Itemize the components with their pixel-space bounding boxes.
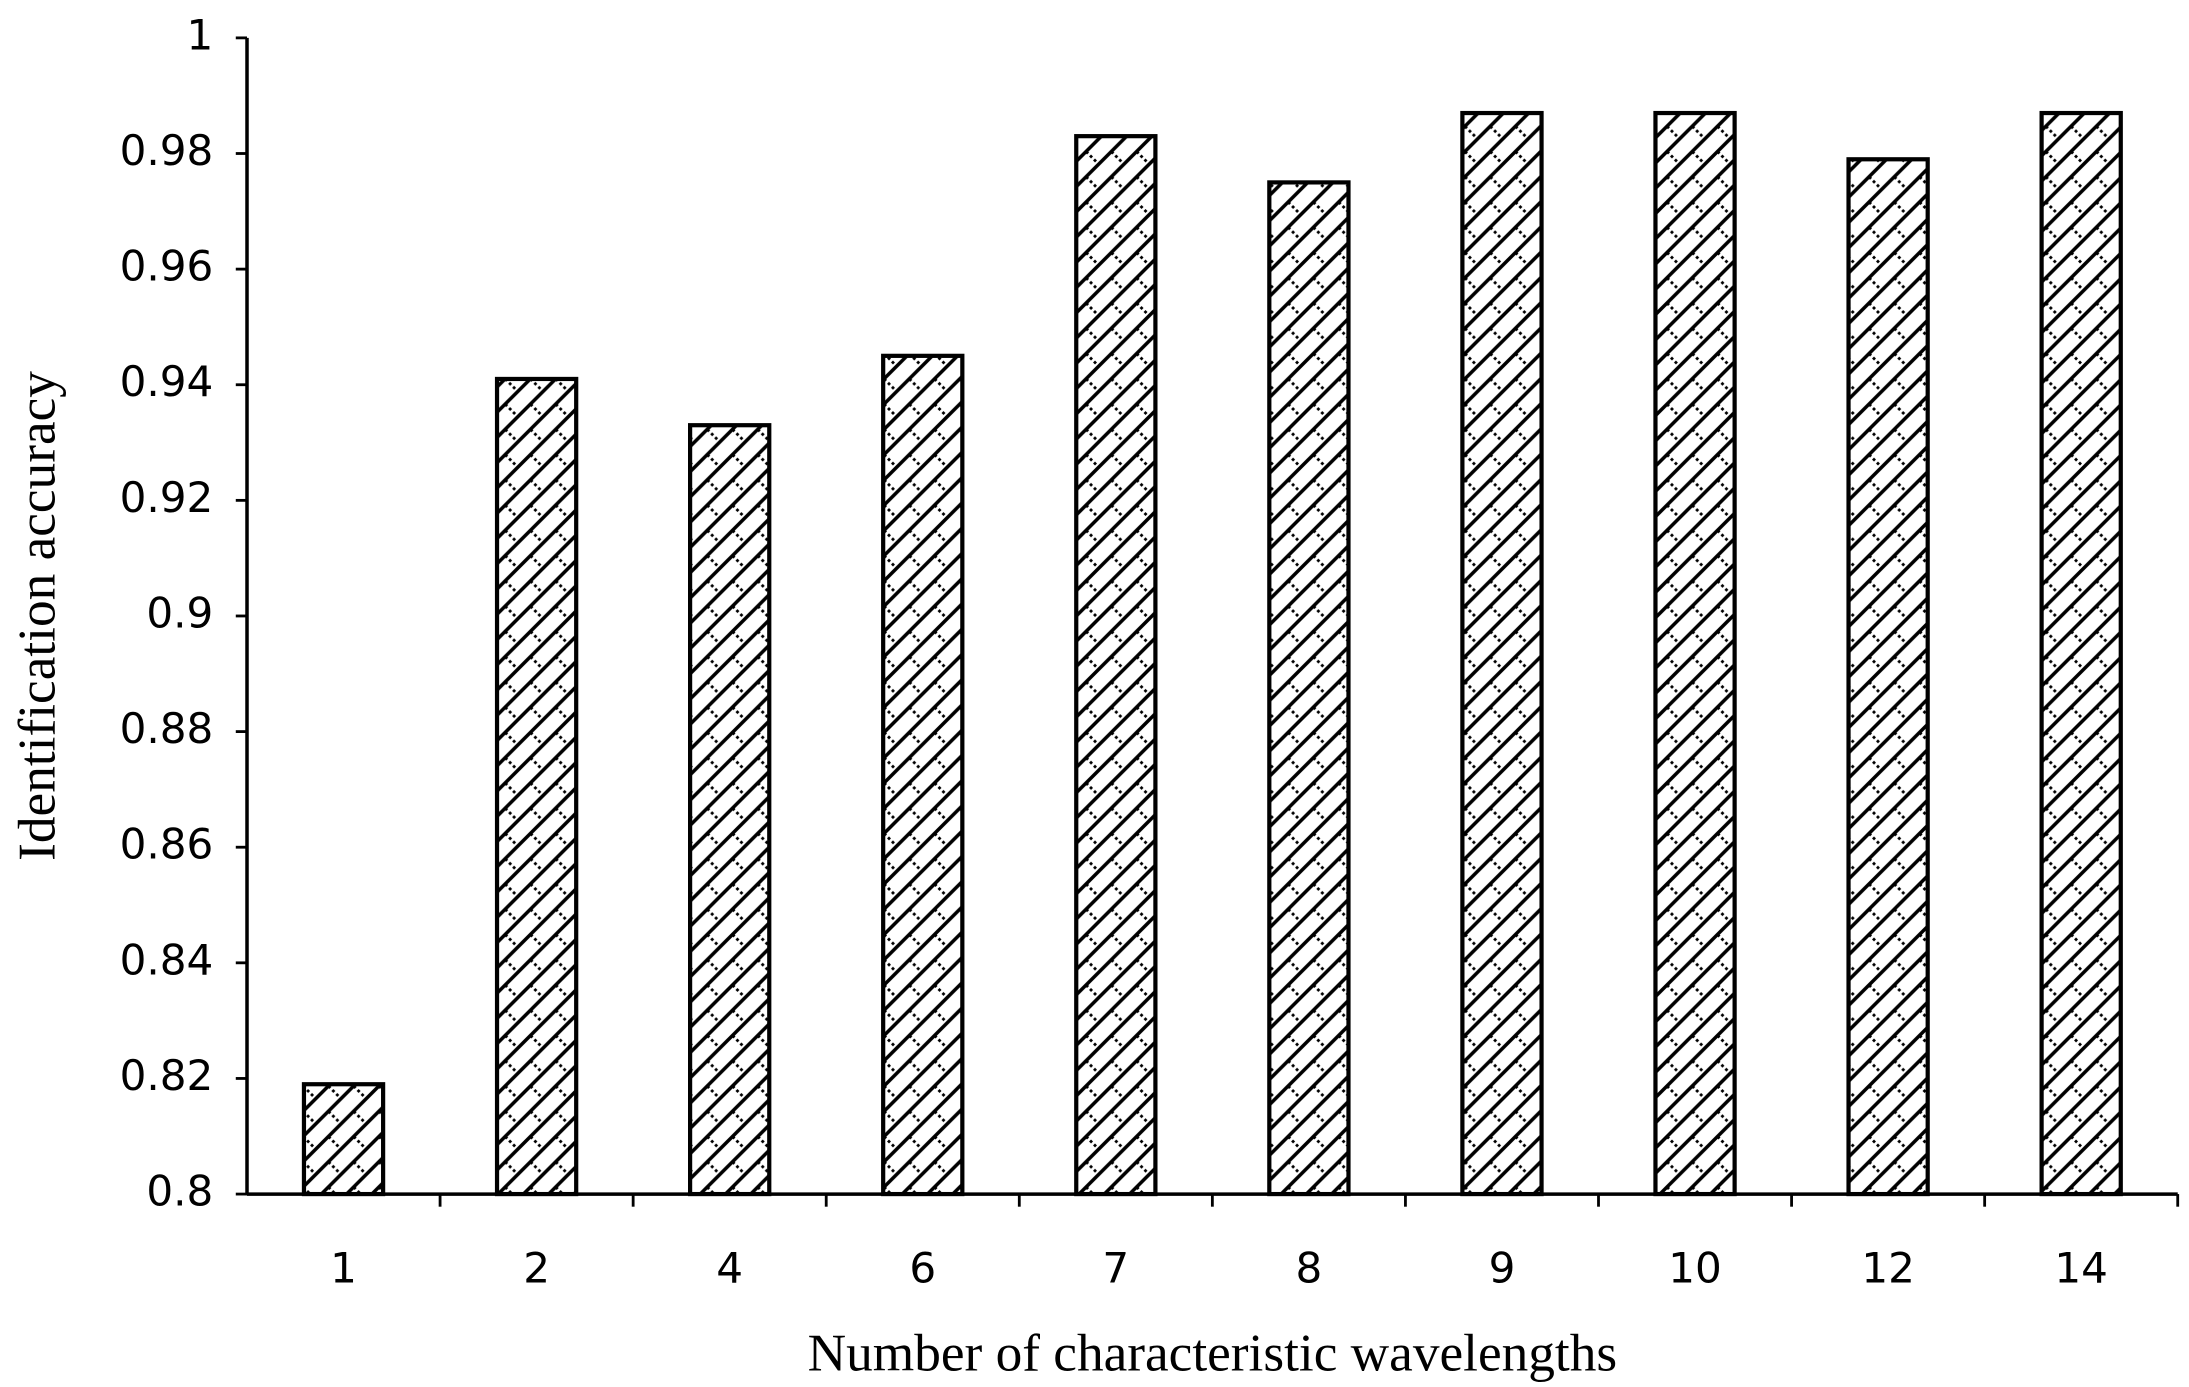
x-tick-label: 4 [716, 1244, 743, 1293]
x-tick-label: 14 [2054, 1244, 2108, 1293]
x-tick-label: 2 [523, 1244, 550, 1293]
bar [1267, 180, 1351, 1197]
y-tick-label: 0.92 [120, 473, 214, 522]
y-tick-label: 1 [187, 10, 214, 59]
bar [1846, 157, 1930, 1197]
bar [881, 353, 965, 1197]
x-tick-label: 8 [1296, 1244, 1323, 1293]
y-tick-label: 0.8 [146, 1167, 213, 1216]
x-tick-label: 12 [1861, 1244, 1915, 1293]
y-tick-label: 0.94 [120, 357, 214, 406]
y-tick-label: 0.96 [120, 242, 214, 291]
x-tick-label: 1 [330, 1244, 357, 1293]
y-tick-label: 0.82 [120, 1051, 214, 1100]
bar [494, 376, 579, 1197]
y-axis-label: Identification accuracy [6, 371, 66, 861]
bar [2039, 110, 2123, 1197]
y-tick-label: 0.84 [120, 935, 214, 984]
bar [1653, 110, 1737, 1197]
y-tick-label: 0.9 [146, 588, 213, 637]
x-axis-label: Number of characteristic wavelengths [808, 1322, 1617, 1382]
x-tick-label: 7 [1102, 1244, 1129, 1293]
bar [1460, 110, 1544, 1197]
x-tick-label: 6 [909, 1244, 936, 1293]
x-tick-label: 9 [1489, 1244, 1516, 1293]
x-tick-label: 10 [1668, 1244, 1722, 1293]
y-tick-label: 0.98 [120, 126, 214, 175]
bar [1074, 134, 1158, 1197]
bar [301, 1082, 386, 1197]
bar [688, 423, 772, 1197]
y-tick-label: 0.86 [120, 820, 214, 869]
y-tick-label: 0.88 [120, 704, 214, 753]
